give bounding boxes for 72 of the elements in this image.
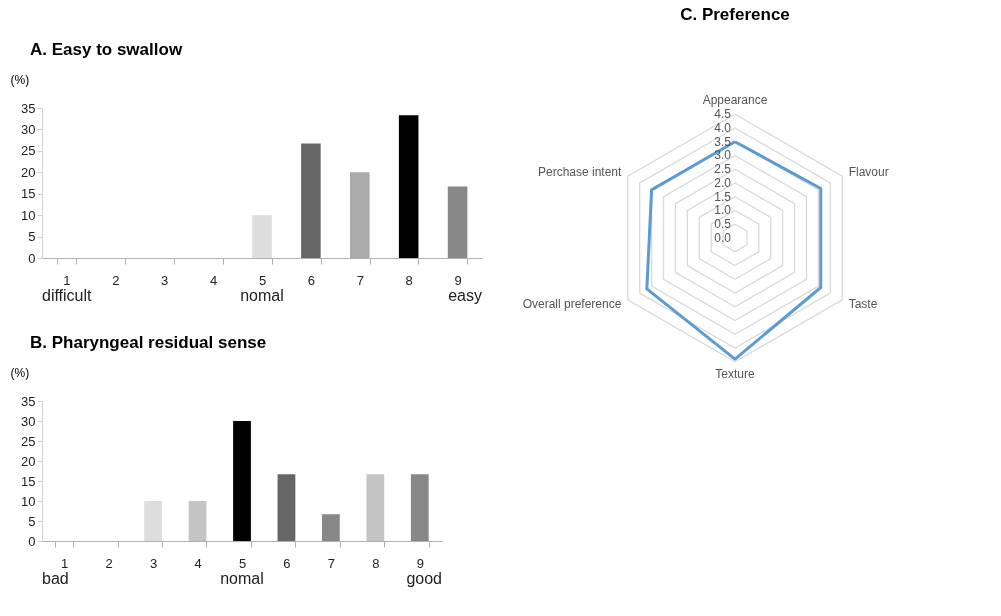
y-tick-label: 10 bbox=[21, 207, 36, 223]
x-tick-label: 6 bbox=[283, 555, 291, 571]
bar bbox=[252, 215, 272, 258]
y-tick-label: 20 bbox=[21, 453, 36, 469]
spoke-label: Overall preference bbox=[522, 296, 622, 311]
chart-title: B. Pharyngeal residual sense bbox=[30, 333, 267, 352]
x-tick-label: 9 bbox=[416, 555, 424, 571]
bar bbox=[301, 143, 321, 258]
y-tick-label: 3.0 bbox=[714, 148, 732, 163]
bar bbox=[233, 421, 251, 541]
x-tick-label: 2 bbox=[105, 555, 113, 571]
x-tick-label: 8 bbox=[372, 555, 380, 571]
y-tick-label: 1.0 bbox=[714, 203, 732, 218]
y-tick-label: 0.0 bbox=[714, 231, 732, 245]
y-tick-label: 35 bbox=[21, 100, 36, 116]
y-tick-label: 15 bbox=[21, 473, 36, 489]
y-tick-label: 35 bbox=[21, 393, 36, 409]
y-tick-label: 15 bbox=[21, 186, 36, 202]
x-tick-label: 6 bbox=[307, 272, 316, 288]
y-tick-label: 0.5 bbox=[714, 217, 732, 232]
text: bad bbox=[42, 570, 69, 587]
x-tick-label: 5 bbox=[258, 272, 267, 288]
y-tick-label: 2.0 bbox=[714, 175, 732, 190]
bar bbox=[277, 474, 296, 541]
bar bbox=[366, 474, 385, 541]
x-tick-label: 7 bbox=[356, 272, 364, 288]
y-tick-label: 2.5 bbox=[714, 162, 732, 177]
y-tick-label: 0 bbox=[28, 250, 36, 266]
spoke-label: Appearance bbox=[702, 92, 768, 107]
spoke-label: Perchase intent bbox=[537, 165, 622, 180]
y-tick-label: 3.5 bbox=[714, 134, 732, 149]
text: nomal bbox=[240, 287, 284, 304]
x-tick-label: 3 bbox=[161, 272, 169, 288]
spoke-label: Flavour bbox=[848, 165, 889, 180]
x-tick-label: 3 bbox=[149, 555, 158, 571]
x-tick-label: 1 bbox=[61, 555, 69, 571]
bar bbox=[144, 501, 162, 541]
text: good bbox=[406, 570, 442, 587]
y-tick-label: 5 bbox=[28, 229, 36, 245]
bar bbox=[410, 474, 429, 541]
x-tick-label: 4 bbox=[209, 272, 218, 288]
y-tick-label: 25 bbox=[21, 433, 36, 449]
spoke-label: Texture bbox=[715, 367, 755, 382]
x-tick-label: 5 bbox=[238, 555, 247, 571]
chart-title: A. Easy to swallow bbox=[30, 40, 183, 59]
x-tick-label: 4 bbox=[194, 555, 202, 571]
bar bbox=[322, 514, 340, 541]
y-tick-label: 20 bbox=[21, 164, 36, 180]
spoke-label: Taste bbox=[848, 296, 878, 311]
bar bbox=[188, 501, 207, 541]
x-tick-label: 8 bbox=[405, 272, 413, 288]
y-tick-label: 5 bbox=[28, 513, 36, 529]
text: difficult bbox=[42, 287, 93, 304]
y-tick-label: 25 bbox=[21, 143, 36, 159]
y-tick-label: 4.0 bbox=[714, 120, 732, 135]
x-tick-label: 9 bbox=[454, 272, 462, 288]
text: nomal bbox=[220, 570, 264, 587]
y-axis-title: (%) bbox=[10, 72, 30, 87]
x-tick-label: 1 bbox=[63, 272, 71, 288]
y-tick-label: 10 bbox=[21, 493, 36, 509]
y-axis-title: (%) bbox=[10, 365, 30, 380]
y-tick-label: 0 bbox=[28, 533, 36, 549]
x-tick-label: 2 bbox=[112, 272, 120, 288]
text: easy bbox=[448, 287, 482, 304]
y-tick-label: 1.5 bbox=[714, 189, 732, 204]
y-tick-label: 30 bbox=[21, 413, 36, 429]
chart-title: C. Preference bbox=[680, 4, 790, 24]
x-tick-label: 7 bbox=[327, 555, 336, 571]
bar bbox=[398, 115, 419, 258]
y-tick-label: 4.5 bbox=[714, 107, 732, 122]
y-tick-label: 30 bbox=[21, 121, 36, 137]
bar bbox=[447, 186, 468, 258]
